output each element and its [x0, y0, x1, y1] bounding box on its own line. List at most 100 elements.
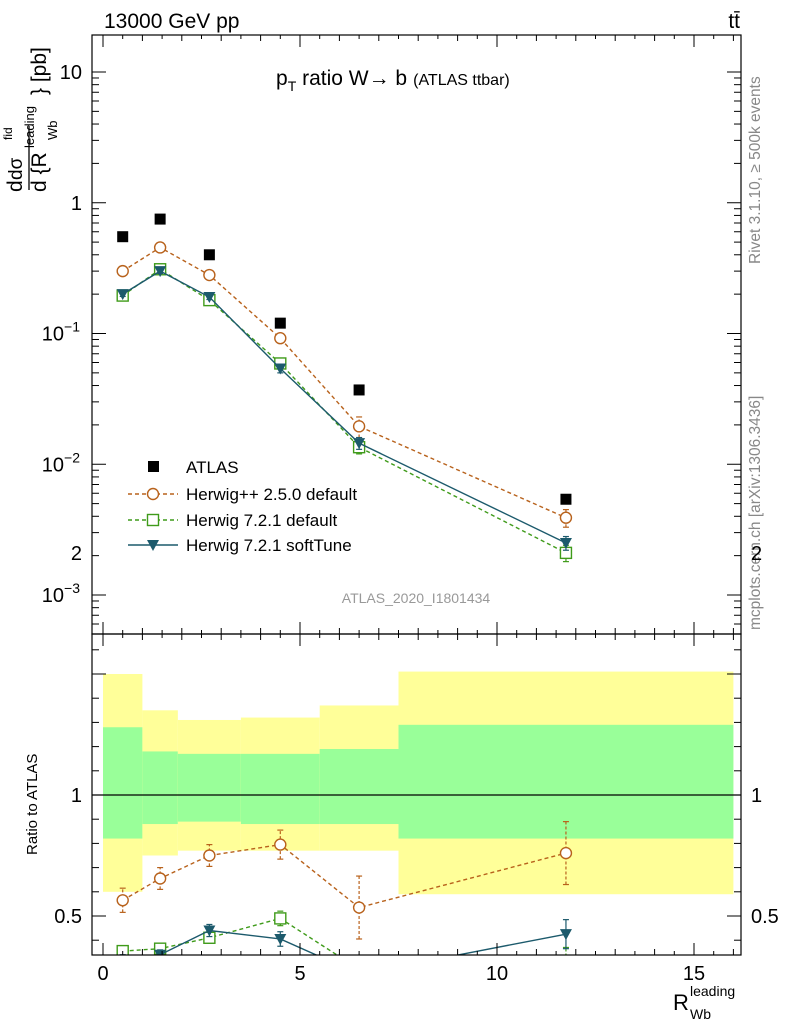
point-herwig-7-2-1-default	[560, 956, 571, 967]
band-green	[319, 749, 399, 825]
process-label: tt̄	[728, 10, 740, 33]
point-atlas	[353, 384, 365, 396]
legend-label-herwig7-softtune: Herwig 7.2.1 softTune	[186, 536, 352, 555]
point-herwig-7-2-1-softtune	[154, 949, 167, 955]
series-line-herwig-2-5-0-default	[122, 246, 567, 519]
legend-label-atlas: ATLAS	[186, 458, 239, 477]
point-herwig-7-2-1-softtune	[203, 925, 216, 937]
ratio-uncertainty-bands	[92, 671, 741, 895]
xlabel-leading: leading	[690, 983, 735, 999]
main-ylabel: d dσ fid d {R leading Wb } [pb]	[1, 47, 60, 192]
legend-label-herwig7-default: Herwig 7.2.1 default	[186, 511, 337, 530]
svg-text:fid: fid	[1, 127, 15, 140]
xlabel: R leading Wb	[673, 983, 735, 1022]
point-herwig-7-2-1-softtune	[116, 289, 129, 301]
legend-marker-herwigpp	[146, 487, 160, 501]
rivet-label: Rivet 3.1.10, ≥ 500k events	[747, 76, 764, 264]
ratio-ytick-label: 1	[71, 785, 82, 807]
point-atlas	[274, 317, 286, 329]
main-ytick-label: 10−1	[42, 319, 80, 346]
point-herwig-2-5-0-default	[559, 846, 573, 860]
point-herwig-7-2-1-softtune	[274, 363, 287, 375]
main-ytick-label: 1	[71, 193, 82, 215]
band-green	[103, 727, 143, 839]
band-green	[142, 751, 178, 825]
svg-text:d: d	[4, 180, 27, 192]
point-herwig-7-2-1-default	[274, 912, 287, 925]
point-herwig-7-2-1-softtune	[559, 537, 572, 549]
main-ytick-label: 10−2	[42, 449, 80, 476]
point-atlas	[117, 231, 129, 243]
point-herwig-7-2-1-default	[116, 944, 129, 955]
legend-item-herwig7-default: Herwig 7.2.1 default	[128, 511, 337, 530]
svg-text:leading: leading	[22, 106, 37, 148]
band-green	[398, 724, 734, 839]
point-herwig-2-5-0-default	[274, 332, 287, 345]
xlabel-r: R	[673, 990, 689, 1015]
legend-label-herwigpp: Herwig++ 2.5.0 default	[186, 485, 357, 504]
point-herwig-7-2-1-softtune	[353, 969, 365, 980]
point-herwig-7-2-1-softtune	[154, 266, 167, 278]
energy-label: 13000 GeV pp	[104, 10, 239, 33]
ratio-plot-frame	[91, 633, 742, 956]
main-series-layer	[116, 213, 573, 563]
ratio-ytick-label-right: 1	[751, 785, 762, 807]
ratio-ytick-label: 2	[71, 543, 82, 565]
series-line-herwig-7-2-1-softtune	[152, 929, 567, 955]
legend-item-herwig7-softtune: Herwig 7.2.1 softTune	[128, 536, 352, 555]
legend-marker-herwig7-default	[146, 513, 160, 527]
point-herwig-7-2-1-softtune	[274, 933, 287, 945]
ratio-series-layer	[116, 821, 573, 980]
band-green	[240, 753, 320, 825]
point-herwig-2-5-0-default	[116, 264, 129, 278]
series-line-herwig-7-2-1-default	[122, 268, 567, 554]
legend-marker-atlas	[148, 461, 159, 472]
point-herwig-2-5-0-default	[153, 872, 167, 885]
point-herwig-7-2-1-default	[354, 964, 365, 975]
svg-text:d {R: d {R	[28, 152, 51, 192]
point-atlas	[560, 493, 572, 505]
svg-text:dσ: dσ	[6, 157, 27, 180]
legend-item-atlas: ATLAS	[148, 458, 239, 477]
ratio-ylabel: Ratio to ATLAS	[24, 754, 41, 855]
point-herwig-2-5-0-default	[203, 268, 216, 282]
mcplots-label: mcplots.cern.ch [arXiv:1306.3436]	[747, 396, 764, 630]
main-ytick-label: 10−3	[42, 580, 80, 607]
ratio-axis-ticks: 0 5 10 15 0.5 0.5 1 1 2 2	[54, 543, 779, 985]
main-axis-ticks: 10−3 10−2 10−1 1 10	[42, 35, 741, 634]
ratio-xtick-label: 10	[486, 963, 508, 985]
svg-text:Wb: Wb	[45, 121, 60, 141]
point-herwig-2-5-0-default	[274, 838, 287, 851]
point-herwig-7-2-1-softtune	[353, 438, 366, 450]
main-ytick-label: 10	[60, 62, 82, 84]
legend-marker-herwig7-softtune	[147, 540, 159, 551]
series-line-herwig-2-5-0-default	[122, 843, 567, 909]
point-herwig-2-5-0-default	[116, 894, 129, 907]
point-herwig-2-5-0-default	[352, 420, 366, 433]
ratio-ytick-label: 0.5	[54, 906, 82, 928]
main-title: pT ratio W→ b (ATLAS ttbar)	[276, 67, 510, 94]
legend-item-herwigpp: Herwig++ 2.5.0 default	[128, 485, 357, 504]
point-atlas	[203, 249, 215, 261]
svg-text:} [pb]: } [pb]	[28, 47, 51, 95]
ratio-xtick-label: 0	[97, 963, 108, 985]
analysis-watermark: ATLAS_2020_I1801434	[342, 590, 491, 606]
point-herwig-7-2-1-softtune	[203, 292, 216, 304]
ratio-ytick-label-right: 2	[751, 543, 762, 565]
ratio-ytick-label-right: 0.5	[751, 906, 779, 928]
ratio-xtick-label: 5	[294, 963, 305, 985]
point-herwig-2-5-0-default	[203, 849, 216, 862]
series-line-herwig-7-2-1-default	[122, 917, 339, 955]
point-atlas	[154, 213, 166, 225]
point-herwig-2-5-0-default	[153, 241, 167, 254]
ratio-xtick-label: 15	[683, 963, 705, 985]
point-herwig-7-2-1-softtune	[559, 929, 572, 941]
point-herwig-2-5-0-default	[352, 901, 366, 914]
series-line-herwig-7-2-1-softtune	[122, 270, 567, 544]
point-herwig-7-2-1-softtune	[116, 954, 129, 955]
band-green	[177, 753, 241, 822]
legend: ATLAS Herwig++ 2.5.0 default Herwig 7.2.…	[128, 458, 357, 555]
point-herwig-2-5-0-default	[559, 511, 573, 524]
xlabel-wb: Wb	[690, 1006, 711, 1022]
